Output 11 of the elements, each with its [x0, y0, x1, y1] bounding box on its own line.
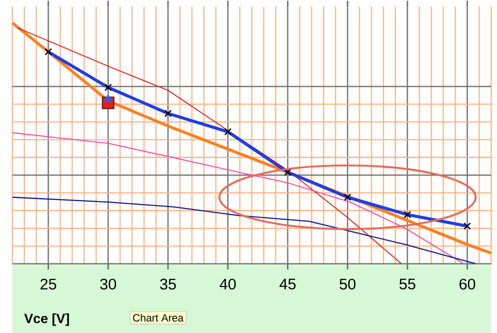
x-tick-label: 25	[40, 278, 56, 290]
x-tick-label: 40	[220, 278, 236, 290]
x-tick-label: 60	[460, 278, 476, 290]
x-tick-label: 55	[399, 278, 416, 290]
x-tick-label: 50	[340, 278, 356, 290]
point	[104, 94, 112, 102]
x-axis-title: Vce [V]	[24, 313, 69, 326]
x-tick-label: 45	[280, 278, 296, 290]
text: Chart Area	[133, 314, 184, 322]
x-tick-label: 35	[160, 278, 176, 290]
x-tick-label: 30	[100, 278, 116, 290]
